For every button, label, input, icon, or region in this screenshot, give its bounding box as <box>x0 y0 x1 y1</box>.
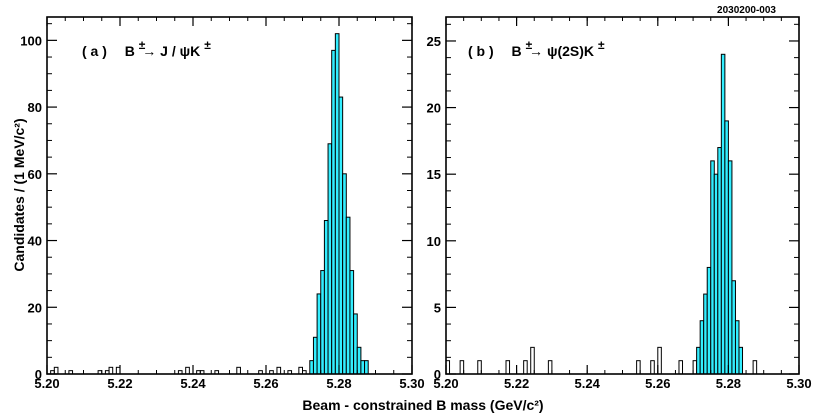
x-tick-label: 5.20 <box>34 376 59 391</box>
histogram-bin <box>323 220 329 375</box>
histogram-bin <box>309 360 314 375</box>
panel-id-a: ( a ) <box>82 43 107 59</box>
x-tick-label: 5.30 <box>786 376 811 391</box>
y-tick-label: 60 <box>28 167 42 182</box>
parent-particle-b: B <box>512 43 522 59</box>
decay-arrow-b: → <box>529 43 543 59</box>
y-tick-label: 80 <box>28 100 42 115</box>
figure-id: 2030200-003 <box>717 5 776 16</box>
histogram-bin <box>530 346 535 375</box>
x-axis-title: Beam - constrained B mass (GeV/c²) <box>302 397 543 413</box>
y-tick-label: 25 <box>427 34 441 49</box>
parent-particle-a: B <box>125 43 135 59</box>
histogram-bin <box>345 216 351 375</box>
histogram-bin <box>724 120 729 375</box>
histogram-bin <box>731 280 736 375</box>
y-tick-label: 10 <box>427 234 441 249</box>
histogram-bin <box>298 366 304 375</box>
y-tick-label: 0 <box>35 367 42 382</box>
histogram-bin <box>185 366 190 375</box>
histogram-bin <box>650 360 655 375</box>
histogram-bin <box>696 346 701 375</box>
histogram-bin <box>678 360 684 375</box>
histogram-bin <box>699 320 705 375</box>
x-tick-label: 5.20 <box>433 376 458 391</box>
histogram-bin <box>327 143 333 375</box>
y-ticks-b: 0 5 10 15 20 25 <box>427 23 799 382</box>
histogram-bin <box>353 313 358 375</box>
y-tick-label: 20 <box>427 101 441 116</box>
y-tick-label: 100 <box>20 33 42 48</box>
histogram-bin <box>703 293 708 375</box>
x-tick-label: 5.28 <box>326 376 351 391</box>
charge-sign-a: ± <box>139 38 146 52</box>
y-tick-label: 5 <box>434 300 441 315</box>
x-tick-label: 5.28 <box>716 376 741 391</box>
histogram-bin <box>334 33 340 375</box>
histogram-bin <box>338 96 344 375</box>
y-tick-label: 40 <box>28 234 42 249</box>
panel-id-b: ( b ) <box>468 43 494 59</box>
histogram-bin <box>727 160 733 375</box>
y-ticks-a: 0 20 40 60 80 100 <box>20 23 412 382</box>
histogram-bin <box>720 53 726 375</box>
histogram-bin <box>316 293 322 375</box>
histogram-bin <box>505 360 511 375</box>
x-tick-label: 5.22 <box>107 376 132 391</box>
x-ticks-b: 5.20 5.22 5.24 5.26 5.28 5.30 <box>433 17 812 391</box>
histogram-bin <box>331 49 336 375</box>
histogram-bin <box>547 360 553 375</box>
x-tick-label: 5.26 <box>253 376 278 391</box>
plot-frame-b <box>445 16 800 375</box>
panel-a: 5.20 5.22 5.24 5.26 5.28 5.30 0 20 40 60 80 100 ( … <box>20 16 425 391</box>
panel-label-a: ( a ) B ± → J / ψK ± <box>82 36 211 59</box>
decay-arrow-a: → <box>142 43 156 59</box>
charge-sign-b: ± <box>526 38 533 52</box>
histogram-bin <box>710 160 715 375</box>
product-charge-b: ± <box>598 38 605 52</box>
histogram-bin <box>364 360 369 375</box>
histogram-bin <box>717 147 722 375</box>
histogram-bin <box>459 360 465 375</box>
histogram-bin <box>312 336 318 375</box>
y-tick-label: 0 <box>434 367 441 382</box>
histogram-bin <box>738 346 744 375</box>
x-tick-label: 5.24 <box>575 376 601 391</box>
histogram-bin <box>53 366 59 375</box>
histogram-bin <box>276 366 282 375</box>
histogram-bin <box>523 360 528 375</box>
y-tick-label: 15 <box>427 167 441 182</box>
panel-b: 5.20 5.22 5.24 5.26 5.28 5.30 0 5 10 15 20 25 ( b … <box>427 16 812 391</box>
panel-label-b: ( b ) B ± → ψ(2S)K ± <box>468 36 605 59</box>
y-axis-title: Candidates / (1 MeV/c²) <box>11 118 27 271</box>
histogram-bin <box>236 366 241 375</box>
histogram-bin <box>636 360 641 375</box>
histogram-bin <box>108 366 114 375</box>
x-tick-label: 5.30 <box>399 376 424 391</box>
bars-group-b <box>445 53 758 375</box>
histogram-bin <box>713 173 719 375</box>
y-tick-label: 20 <box>28 300 42 315</box>
decay-products-b: ψ(2S)K <box>547 43 594 59</box>
decay-products-a: J / ψK <box>160 43 200 59</box>
histogram-bin <box>360 360 366 375</box>
histogram-bin <box>752 360 758 375</box>
histogram-bin <box>342 173 347 375</box>
histogram-bin <box>706 266 712 375</box>
histogram-bin <box>349 270 355 375</box>
histogram-bin <box>320 270 325 375</box>
x-tick-label: 5.26 <box>645 376 670 391</box>
histogram-bin <box>692 360 698 375</box>
histogram-bin <box>477 360 482 375</box>
x-tick-label: 5.22 <box>504 376 529 391</box>
histogram-bin <box>734 320 740 375</box>
histogram-bin <box>356 346 362 375</box>
product-charge-a: ± <box>204 38 211 52</box>
x-ticks-a: 5.20 5.22 5.24 5.26 5.28 5.30 <box>34 17 425 391</box>
bars-group-a <box>50 33 369 375</box>
x-tick-label: 5.24 <box>180 376 206 391</box>
